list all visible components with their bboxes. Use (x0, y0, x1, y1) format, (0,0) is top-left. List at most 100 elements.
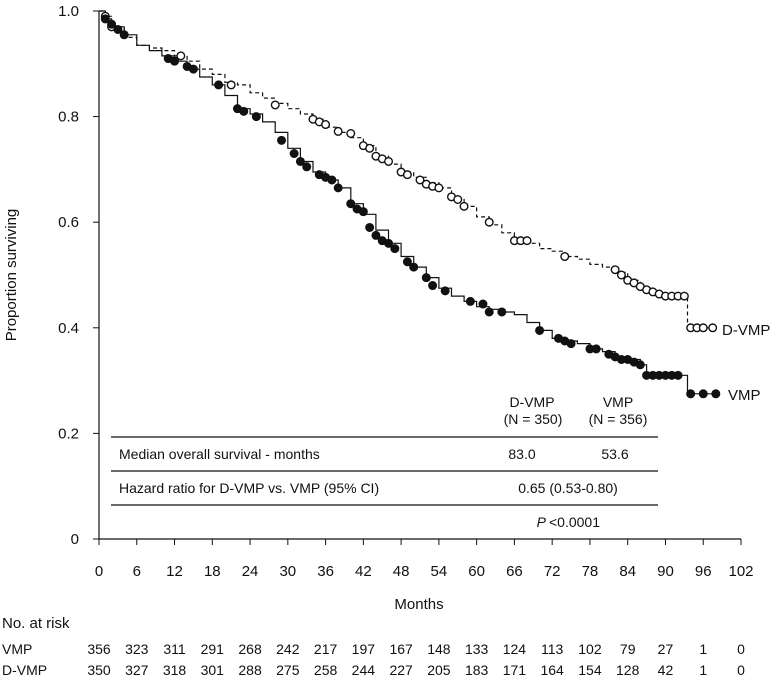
censor-mark-d-vmp (698, 323, 708, 333)
risk-cell-value: 133 (465, 641, 489, 657)
censor-mark-d-vmp (560, 252, 570, 262)
x-tick-label: 0 (95, 563, 103, 580)
censor-mark-d-vmp (402, 170, 412, 180)
censor-mark-d-vmp (708, 323, 718, 333)
risk-cell-value: 288 (238, 662, 262, 678)
risk-cell-value: 167 (389, 641, 413, 657)
censor-mark-d-vmp (459, 201, 469, 211)
risk-cell-value: 124 (503, 641, 527, 657)
summary-col-subheader: (N = 350) (504, 411, 563, 427)
censor-mark-vmp (289, 149, 299, 159)
x-tick-label: 72 (544, 563, 561, 580)
censor-mark-vmp (277, 135, 287, 145)
x-tick-label: 24 (242, 563, 259, 580)
x-tick-label: 36 (317, 563, 334, 580)
risk-cell-value: 164 (540, 662, 564, 678)
x-tick-label: 90 (657, 563, 674, 580)
risk-cell-value: 275 (276, 662, 300, 678)
risk-cell-value: 327 (125, 662, 149, 678)
risk-cell-value: 128 (616, 662, 640, 678)
censor-mark-vmp (295, 156, 305, 166)
censor-mark-vmp (566, 339, 576, 349)
summary-cell-value: 0.65 (0.53-0.80) (518, 480, 618, 496)
censor-mark-vmp (346, 199, 356, 209)
risk-cell-value: 197 (352, 641, 376, 657)
censor-mark-vmp (591, 344, 601, 354)
y-tick-label: 0.4 (58, 320, 79, 337)
censor-mark-vmp (107, 19, 117, 29)
censor-mark-vmp (635, 360, 645, 370)
censor-mark-vmp (239, 106, 249, 116)
risk-cell-value: 268 (238, 641, 262, 657)
censor-marks (100, 11, 721, 399)
risk-cell-value: 350 (87, 662, 111, 678)
summary-table: D-VMP(N = 350) VMP(N = 356) Median overall… (111, 394, 658, 530)
y-tick-label: 0 (71, 531, 79, 548)
x-tick-label: 60 (468, 563, 485, 580)
censor-mark-d-vmp (346, 128, 356, 138)
risk-cell-value: 318 (163, 662, 187, 678)
axes: 0 6 12 18 24 30 36 42 48 54 60 66 72 78 84 90 96 102 0 0.2 0… (3, 3, 754, 613)
x-tick-label: 6 (133, 563, 141, 580)
risk-table-title: No. at risk (2, 615, 70, 632)
censor-mark-d-vmp (226, 80, 236, 90)
censor-mark-d-vmp (616, 270, 626, 280)
censor-mark-vmp (358, 207, 368, 217)
y-axis-label: Proportion surviving (3, 209, 20, 342)
risk-row-name: D-VMP (2, 662, 47, 678)
x-tick-label: 30 (279, 563, 296, 580)
p-value-label: P (537, 514, 547, 530)
x-tick-label: 66 (506, 563, 523, 580)
summary-row-label: Median overall survival - months (119, 446, 320, 462)
x-tick-label: 54 (431, 563, 448, 580)
x-tick-label: 78 (582, 563, 599, 580)
x-axis-label: Months (394, 596, 443, 613)
censor-mark-d-vmp (415, 175, 425, 185)
p-value-text: <0.0001 (549, 514, 600, 530)
risk-cell-value: 258 (314, 662, 338, 678)
censor-mark-vmp (465, 296, 475, 306)
censor-mark-d-vmp (384, 156, 394, 166)
x-tick-label: 48 (393, 563, 410, 580)
y-tick-label: 0.8 (58, 109, 79, 126)
risk-cell-value: 0 (737, 641, 745, 657)
risk-cell-value: 79 (620, 641, 636, 657)
risk-cell-value: 291 (201, 641, 225, 657)
summary-cell-value: 83.0 (508, 446, 535, 462)
risk-cell-value: 154 (578, 662, 602, 678)
risk-cell-value: 205 (427, 662, 451, 678)
censor-mark-d-vmp (321, 120, 331, 130)
censor-mark-d-vmp (270, 100, 280, 110)
censor-mark-d-vmp (484, 217, 494, 227)
risk-cell-value: 171 (503, 662, 527, 678)
censor-mark-vmp (251, 112, 261, 122)
censor-mark-vmp (673, 370, 683, 380)
risk-row-name: VMP (2, 641, 32, 657)
risk-cell-value: 1 (699, 641, 707, 657)
censor-mark-vmp (100, 14, 110, 24)
censor-mark-vmp (409, 262, 419, 272)
risk-cell-value: 183 (465, 662, 489, 678)
censor-mark-d-vmp (176, 51, 186, 61)
censor-mark-vmp (170, 56, 180, 66)
summary-col-header: VMP (603, 394, 633, 410)
censor-mark-vmp (302, 162, 312, 172)
censor-mark-vmp (698, 389, 708, 399)
risk-cell-value: 1 (699, 662, 707, 678)
x-tick-label: 18 (204, 563, 221, 580)
risk-cell-value: 0 (737, 662, 745, 678)
risk-table: No. at risk VMP 356 323 311 291 268 242 217 197 16… (2, 615, 745, 678)
risk-cell-value: 217 (314, 641, 338, 657)
y-tick-label: 0.6 (58, 214, 79, 231)
censor-mark-vmp (428, 281, 438, 291)
risk-cell-value: 148 (427, 641, 451, 657)
risk-cell-value: 42 (658, 662, 674, 678)
censor-mark-vmp (686, 389, 696, 399)
censor-mark-d-vmp (434, 183, 444, 193)
risk-cell-value: 227 (389, 662, 413, 678)
summary-col-header: D-VMP (509, 394, 554, 410)
censor-mark-vmp (119, 30, 129, 40)
y-tick-label: 0.2 (58, 425, 79, 442)
x-tick-label: 42 (355, 563, 372, 580)
censor-mark-vmp (365, 222, 375, 232)
